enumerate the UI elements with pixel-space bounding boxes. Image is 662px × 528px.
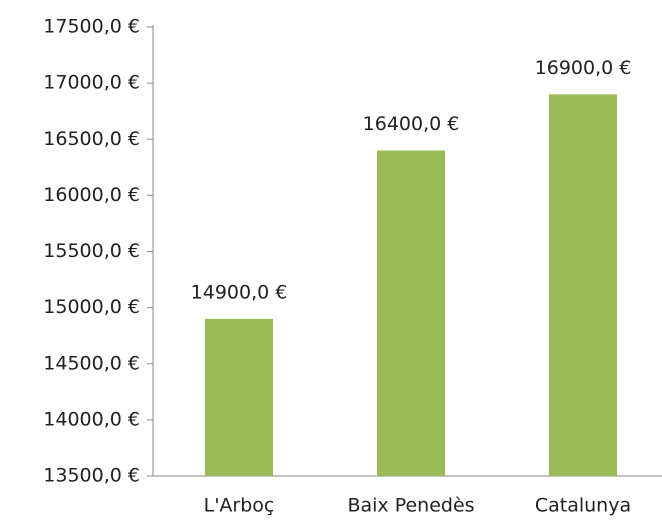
bar [205, 318, 273, 476]
x-tick-label: Baix Penedès [347, 495, 474, 517]
data-label: 14900,0 € [191, 281, 288, 303]
y-tick-label: 17000,0 € [43, 72, 140, 94]
bar [549, 94, 617, 476]
x-tick-label: Catalunya [535, 495, 631, 517]
y-tick-label: 16500,0 € [43, 128, 140, 150]
y-tick-label: 17500,0 € [43, 16, 140, 38]
y-tick-label: 15500,0 € [43, 240, 140, 262]
y-tick-label: 15000,0 € [43, 296, 140, 318]
data-label: 16400,0 € [363, 113, 460, 135]
y-tick-label: 13500,0 € [43, 465, 140, 487]
data-label: 16900,0 € [535, 57, 632, 79]
y-tick-label: 14500,0 € [43, 352, 140, 374]
x-tick-label: L'Arboç [204, 495, 275, 517]
bar [377, 150, 445, 476]
y-tick-label: 14000,0 € [43, 408, 140, 430]
y-tick-label: 16000,0 € [43, 184, 140, 206]
